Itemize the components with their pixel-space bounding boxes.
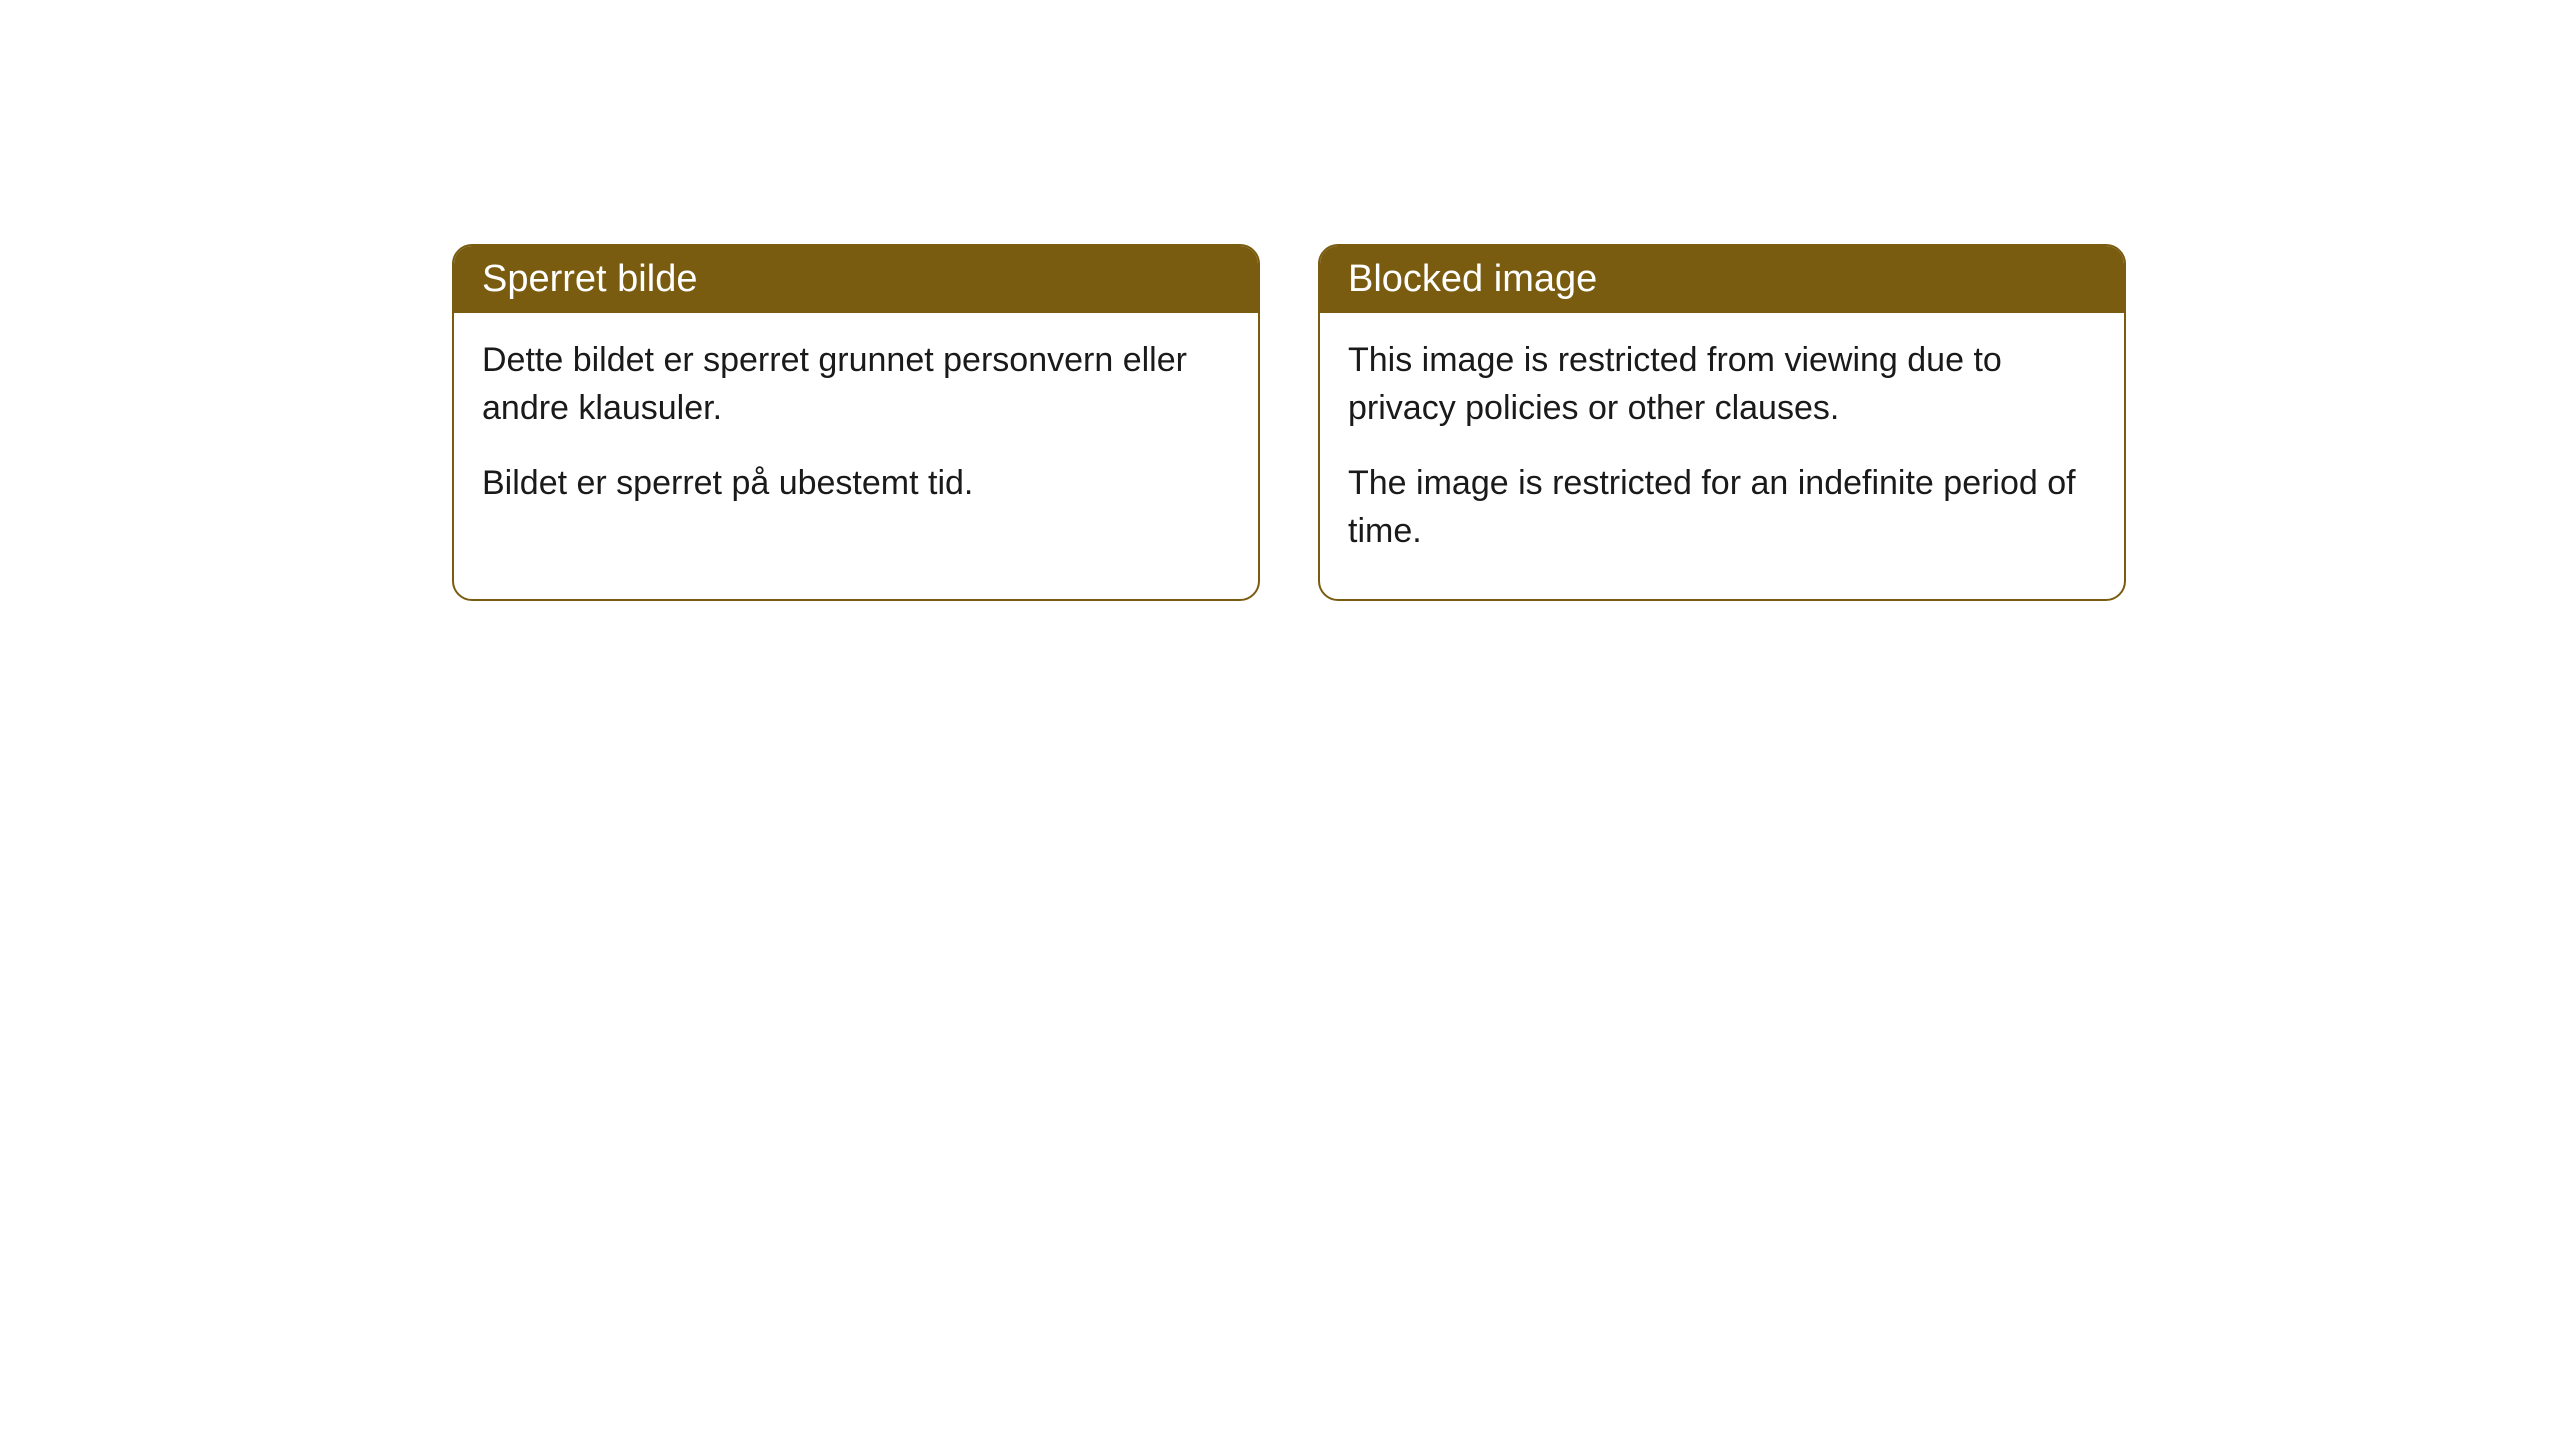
card-header-norwegian: Sperret bilde: [454, 246, 1258, 313]
notice-card-norwegian: Sperret bilde Dette bildet er sperret gr…: [452, 244, 1260, 601]
card-header-english: Blocked image: [1320, 246, 2124, 313]
card-title: Sperret bilde: [482, 258, 697, 300]
card-paragraph: Dette bildet er sperret grunnet personve…: [482, 337, 1230, 432]
notice-cards-container: Sperret bilde Dette bildet er sperret gr…: [452, 244, 2126, 601]
card-paragraph: This image is restricted from viewing du…: [1348, 337, 2096, 432]
card-body-english: This image is restricted from viewing du…: [1320, 313, 2124, 599]
card-paragraph: The image is restricted for an indefinit…: [1348, 460, 2096, 555]
card-body-norwegian: Dette bildet er sperret grunnet personve…: [454, 313, 1258, 552]
card-title: Blocked image: [1348, 258, 1597, 300]
notice-card-english: Blocked image This image is restricted f…: [1318, 244, 2126, 601]
card-paragraph: Bildet er sperret på ubestemt tid.: [482, 460, 1230, 508]
